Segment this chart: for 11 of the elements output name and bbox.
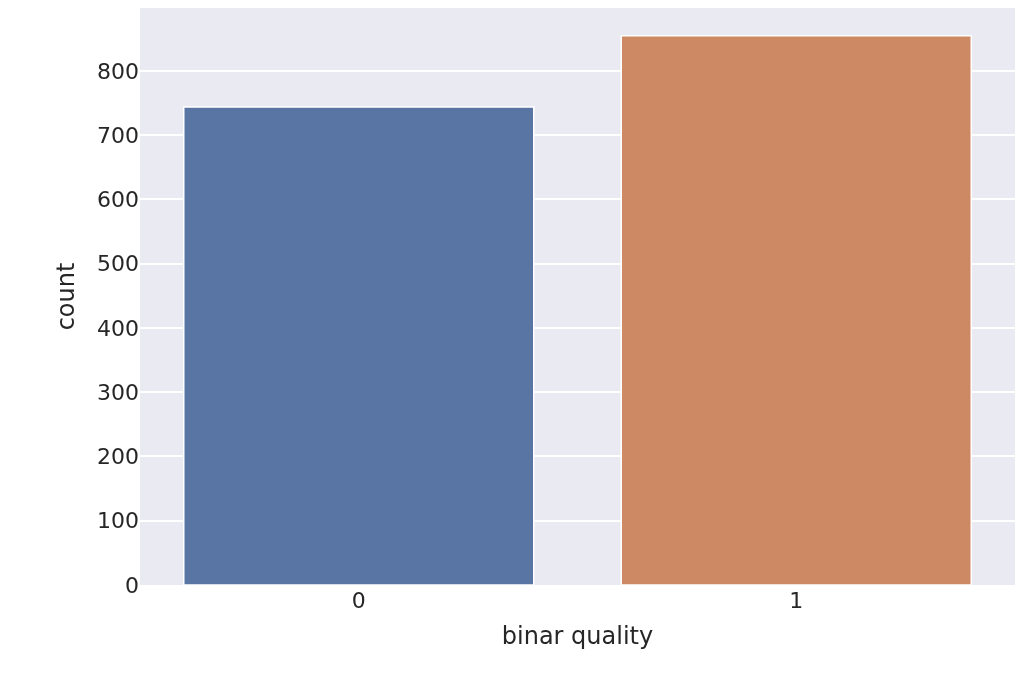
y-tick-label: 200 — [97, 444, 139, 470]
y-tick-label: 300 — [97, 379, 139, 405]
x-axis-title: binar quality — [501, 622, 654, 651]
y-tick-label: 400 — [97, 315, 139, 341]
y-axis-title: count — [52, 262, 81, 331]
x-tick-label: 1 — [789, 588, 804, 613]
y-tick-label: 100 — [97, 508, 139, 534]
y-tick-label: 700 — [97, 122, 139, 148]
y-tick-label: 500 — [97, 251, 139, 277]
y-tick-label: 600 — [97, 187, 139, 213]
y-tick-label: 800 — [97, 58, 139, 84]
